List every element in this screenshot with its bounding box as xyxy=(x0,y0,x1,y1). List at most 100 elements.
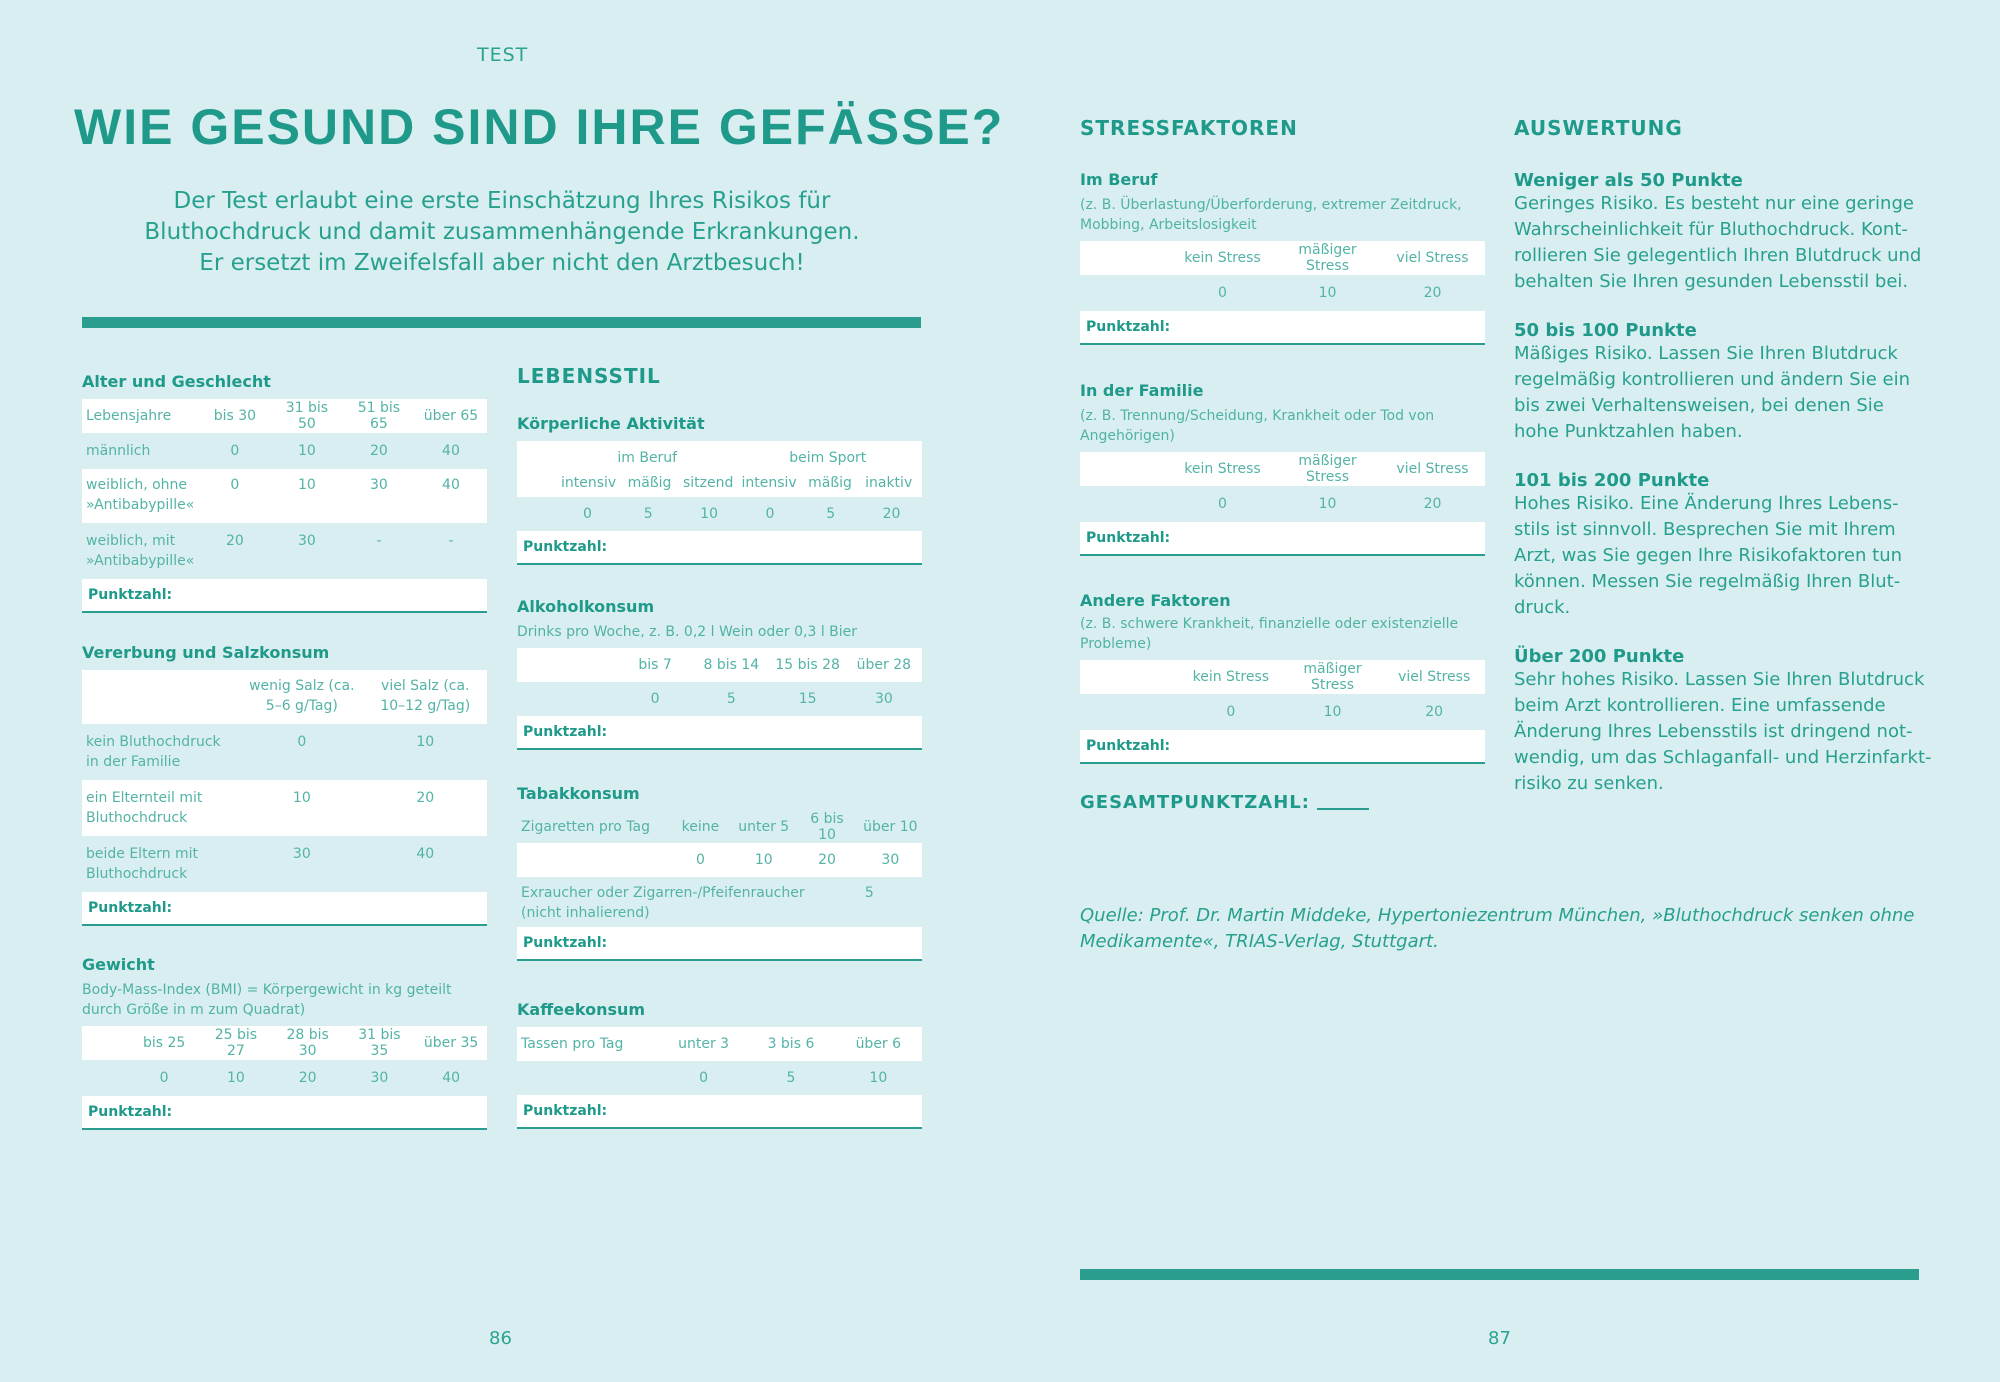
table-cell: - xyxy=(448,533,454,549)
table-cell: 15 xyxy=(798,691,817,707)
table-cell: kein Stress xyxy=(1184,250,1261,266)
table-cell: 10 xyxy=(700,506,718,522)
table-cell: unter 5 xyxy=(738,819,790,835)
score-field[interactable]: Punktzahl: xyxy=(1080,311,1485,345)
table-cell: 31 bis 50 xyxy=(285,400,329,432)
table-header-row: kein Stress mäßiger Stress viel Stress xyxy=(1080,241,1485,275)
table-stress-andere: kein Stress mäßiger Stress viel Stress 0… xyxy=(1080,660,1485,764)
section-tabak: Tabakkonsum Zigaretten pro Tag keine unt… xyxy=(517,784,922,961)
total-score-blank[interactable] xyxy=(1317,808,1370,810)
section-vererbung: Vererbung und Salzkonsum wenig Salz (ca.… xyxy=(82,643,487,926)
table-cell: mäßiger Stress xyxy=(1298,453,1357,485)
evaluation-item: 50 bis 100 Punkte Mäßiges Risiko. Lassen… xyxy=(1514,320,1932,445)
table-cell: 28 bis 30 xyxy=(286,1027,329,1059)
table-cell: 20 xyxy=(416,790,435,806)
table-cell: 3 bis 6 xyxy=(767,1036,815,1052)
table-cell: über 28 xyxy=(856,657,912,673)
evaluation-text: Mäßiges Risiko. Lassen Sie Ihren Blutdru… xyxy=(1514,343,1911,442)
table-cell: 5 xyxy=(726,691,736,707)
table-cell: unter 3 xyxy=(678,1036,730,1052)
table-cell: kein Stress xyxy=(1184,461,1261,477)
total-score[interactable]: GESAMTPUNKTZAHL: xyxy=(1080,792,1370,813)
table-row: 0 10 20 xyxy=(1080,275,1485,311)
table-cell: 0 xyxy=(1226,704,1236,720)
table-row: weiblich, mit »Antibabypille« 20 30 - - xyxy=(82,523,487,579)
page-number-right: 87 xyxy=(1488,1328,1511,1349)
table-cell: 20 xyxy=(1423,496,1442,512)
table-cell: 10 xyxy=(416,734,435,750)
score-field[interactable]: Punktzahl: xyxy=(82,892,487,926)
table-header-row: Tassen pro Tag unter 3 3 bis 6 über 6 xyxy=(517,1027,922,1061)
table-row: 0 5 10 0 5 20 xyxy=(517,497,922,531)
table-cell: 0 xyxy=(297,734,307,750)
table-row: 0 10 20 30 40 xyxy=(82,1060,487,1096)
table-cell: 10 xyxy=(754,852,773,868)
table-cell: 20 xyxy=(225,533,244,549)
section-stress-familie: In der Familie (z. B. Trennung/Scheidung… xyxy=(1080,381,1485,556)
table-header-row: Zigaretten pro Tag keine unter 5 6 bis 1… xyxy=(517,811,922,843)
table-header-row: im Beruf beim Sport intensiv mäßig sitze… xyxy=(517,441,922,497)
score-field[interactable]: Punktzahl: xyxy=(517,716,922,750)
score-field[interactable]: Punktzahl: xyxy=(82,1096,487,1130)
table-cell: keine xyxy=(681,819,720,835)
section-note: (z. B. schwere Krankheit, finanzielle od… xyxy=(1080,616,1459,652)
table-cell: intensiv xyxy=(561,475,617,491)
section-title: Alkoholkonsum xyxy=(517,597,655,616)
table-cell: kein Bluthochdruck in der Familie xyxy=(86,734,221,770)
table-header-row: kein Stress mäßiger Stress viel Stress xyxy=(1080,452,1485,486)
table-cell: männlich xyxy=(86,443,151,459)
evaluation-text: Hohes Risiko. Eine Änderung Ihres Lebens… xyxy=(1514,493,1903,618)
evaluation-heading: Weniger als 50 Punkte xyxy=(1514,170,1743,191)
table-cell: 30 xyxy=(881,852,900,868)
page-title: WIE GESUND SIND IHRE GEFÄSSE? xyxy=(74,99,1005,155)
score-field[interactable]: Punktzahl: xyxy=(517,1095,922,1129)
table-cell: kein Stress xyxy=(1192,669,1270,685)
evaluation-heading: 50 bis 100 Punkte xyxy=(1514,320,1697,341)
table-header-row: kein Stress mäßiger Stress viel Stress xyxy=(1080,660,1485,694)
table-cell: 30 xyxy=(874,691,893,707)
total-score-label: GESAMTPUNKTZAHL: xyxy=(1080,792,1310,813)
section-gewicht: Gewicht Body-Mass-Index (BMI) = Körperge… xyxy=(82,955,487,1130)
table-cell: 30 xyxy=(370,477,388,493)
section-heading-lebensstil: LEBENSSTIL xyxy=(517,364,661,388)
score-field[interactable]: Punktzahl: xyxy=(1080,522,1485,556)
table-cell: 8 bis 14 xyxy=(703,657,760,673)
section-title: In der Familie xyxy=(1080,381,1204,400)
section-title: Im Beruf xyxy=(1080,170,1158,189)
page-kicker: TEST xyxy=(477,44,529,66)
table-cell: 30 xyxy=(370,1070,389,1086)
score-field[interactable]: Punktzahl: xyxy=(1080,730,1485,764)
table-cell: 20 xyxy=(298,1070,317,1086)
score-field[interactable]: Punktzahl: xyxy=(82,579,487,613)
table-cell: beim Sport xyxy=(789,450,867,466)
evaluation-item: Weniger als 50 Punkte Geringes Risiko. E… xyxy=(1514,170,1932,295)
table-cell: 5 xyxy=(786,1070,796,1086)
table-vererbung: wenig Salz (ca. 5–6 g/Tag) viel Salz (ca… xyxy=(82,670,487,926)
section-note: Body-Mass-Index (BMI) = Körpergewicht in… xyxy=(82,982,452,1018)
section-heading-stress: STRESSFAKTOREN xyxy=(1080,116,1298,140)
section-note: (z. B. Trennung/Scheidung, Krankheit ode… xyxy=(1080,408,1435,444)
section-note: (z. B. Überlastung/Überforderung, extrem… xyxy=(1080,197,1462,233)
table-cell: 5 xyxy=(864,885,874,901)
table-cell: 20 xyxy=(370,443,388,459)
table-cell: Lebensjahre xyxy=(86,408,172,424)
divider-rule-top xyxy=(82,317,921,328)
table-cell: weiblich, ohne »Antibabypille« xyxy=(86,477,195,513)
table-row: 0 10 20 30 xyxy=(517,843,922,877)
table-cell: 30 xyxy=(292,846,311,862)
score-field[interactable]: Punktzahl: xyxy=(517,927,922,961)
table-cell: über 65 xyxy=(423,408,479,424)
table-cell: 40 xyxy=(442,1070,461,1086)
evaluation-item: Über 200 Punkte Sehr hohes Risiko. Lasse… xyxy=(1514,646,1932,797)
table-cell: 0 xyxy=(765,506,775,522)
table-cell: viel Stress xyxy=(1396,250,1469,266)
source-citation: Quelle: Prof. Dr. Martin Middeke, Hypert… xyxy=(1080,905,1915,952)
table-stress-beruf: kein Stress mäßiger Stress viel Stress 0… xyxy=(1080,241,1485,345)
table-row: Exraucher oder Zigarren-/Pfeifenraucher … xyxy=(517,877,922,927)
table-cell: im Beruf xyxy=(617,450,678,466)
table-stress-familie: kein Stress mäßiger Stress viel Stress 0… xyxy=(1080,452,1485,556)
table-cell: bis 25 xyxy=(142,1035,186,1051)
table-cell: mäßiger Stress xyxy=(1298,242,1357,274)
score-field[interactable]: Punktzahl: xyxy=(517,531,922,565)
intro-line: Bluthochdruck und damit zusammenhängende… xyxy=(144,219,860,245)
